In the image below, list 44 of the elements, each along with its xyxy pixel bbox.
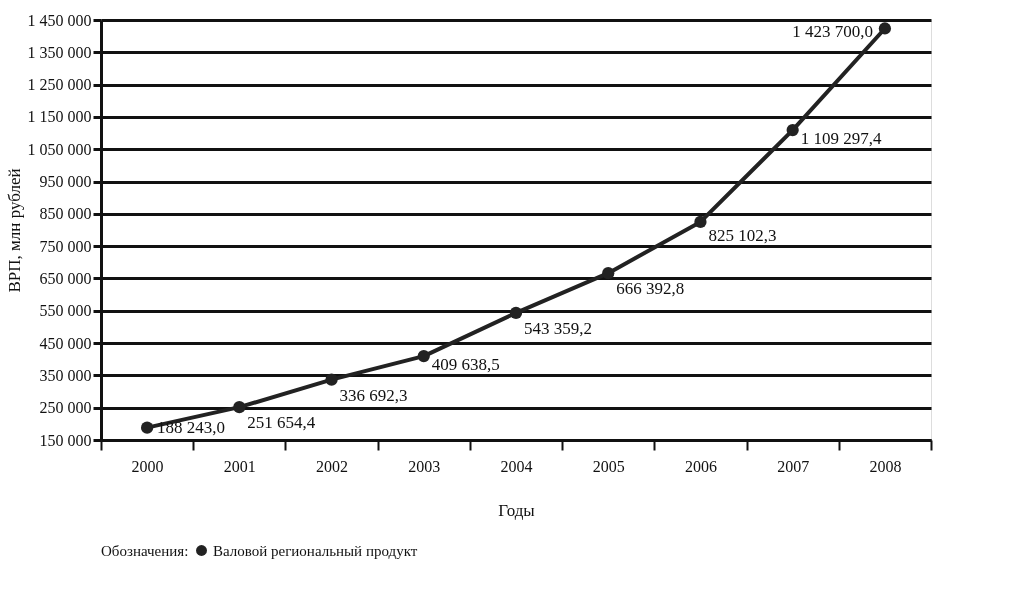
y-tick-label: 650 000 xyxy=(39,269,92,287)
point xyxy=(233,401,246,414)
point xyxy=(878,22,892,35)
point xyxy=(417,350,430,363)
x-tick-label: 2005 xyxy=(592,457,625,475)
data-label: 543 359,2 xyxy=(524,318,592,338)
x-tick-label: 2001 xyxy=(223,457,256,475)
y-tick-label: 750 000 xyxy=(39,237,92,255)
y-tick-label: 1 450 000 xyxy=(27,11,92,29)
y-tick-label: 150 000 xyxy=(39,431,92,449)
point xyxy=(602,267,615,280)
point xyxy=(694,215,707,228)
point xyxy=(509,306,523,320)
point xyxy=(325,373,338,386)
x-tick-label: 2000 xyxy=(131,457,164,475)
legend-label: Валовой региональный продукт xyxy=(213,542,418,559)
y-tick-label: 250 000 xyxy=(39,399,92,417)
data-label: 409 638,5 xyxy=(431,355,500,375)
y-tick-label: 450 000 xyxy=(39,334,92,352)
y-tick-label: 1 050 000 xyxy=(27,140,92,158)
y-tick-label: 350 000 xyxy=(39,366,92,384)
x-tick-label: 2003 xyxy=(408,457,441,475)
x-axis-title: Годы xyxy=(498,500,536,520)
point xyxy=(140,421,154,434)
y-tick-label: 950 000 xyxy=(39,173,92,191)
data-label: 1 423 700,0 xyxy=(792,22,873,42)
data-label: 251 654,4 xyxy=(247,413,316,433)
data-label: 1 109 297,4 xyxy=(800,129,882,149)
x-tick-label: 2004 xyxy=(500,457,533,475)
y-tick-label: 550 000 xyxy=(39,302,92,320)
y-tick-label: 1 150 000 xyxy=(27,108,92,126)
y-tick-label: 850 000 xyxy=(39,205,92,223)
data-label: 336 692,3 xyxy=(339,385,408,405)
data-label: 666 392,8 xyxy=(616,279,685,299)
y-tick-label: 1 350 000 xyxy=(27,43,92,61)
y-axis-title: ВРП, млн рублей xyxy=(4,168,24,293)
x-tick-label: 2002 xyxy=(316,457,349,475)
point xyxy=(786,123,799,137)
data-label: 825 102,3 xyxy=(708,225,777,245)
legend-title: Обозначения: xyxy=(101,543,189,559)
y-tick-label: 1 250 000 xyxy=(27,76,92,94)
x-tick-label: 2007 xyxy=(777,457,810,475)
x-tick-label: 2008 xyxy=(869,457,902,475)
x-tick-label: 2006 xyxy=(684,457,717,475)
